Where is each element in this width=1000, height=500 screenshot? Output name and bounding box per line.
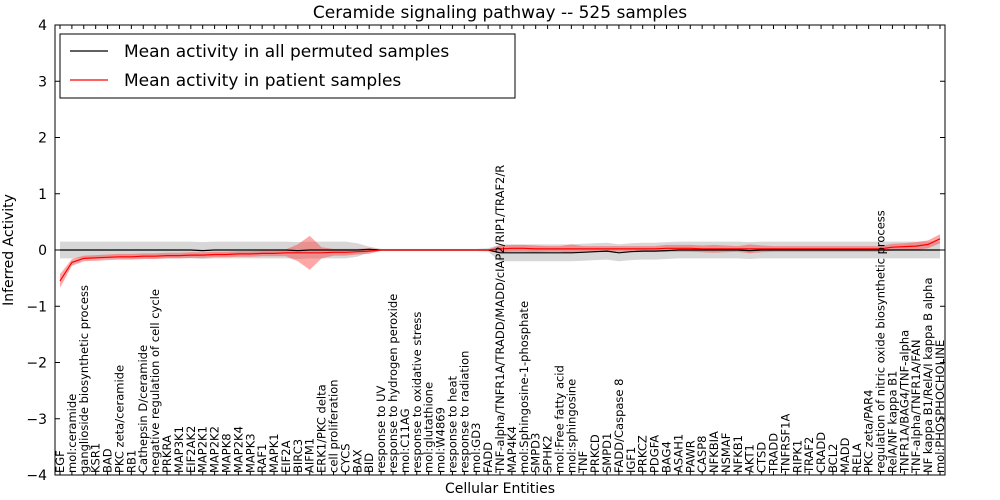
x-tick-label: IGF1 (624, 447, 638, 473)
x-tick-label: Cathepsin D/ceramide (136, 345, 150, 473)
x-tick-label: ganglioside biosynthetic process (77, 285, 91, 473)
x-tick-label: PDGFA (648, 435, 662, 473)
x-tick-label: mol:GD3 (469, 423, 483, 473)
x-tick-label: ERK1/PKC delta (315, 384, 329, 473)
y-tick-label: 2 (38, 131, 47, 147)
plot-area: −4 −3 −2 −1 0 1 2 3 4 EGFmol:ceramideganglioside … (26, 18, 947, 484)
y-tick-label: −2 (26, 356, 47, 372)
x-tick-label: EIF2AK2 (184, 426, 198, 473)
x-tick-label: BAX (350, 449, 364, 473)
x-tick-label: KSR1 (89, 443, 103, 473)
y-tick-label: 4 (38, 18, 47, 34)
x-tick-label: RAF1 (255, 444, 269, 473)
x-tick-label: MAPK8 (220, 433, 234, 473)
x-tick-label: SPHK2 (541, 435, 555, 473)
x-tick-label: RB1 (124, 450, 138, 473)
x-tick-label: TRADD (767, 433, 781, 474)
x-tick-label: cell proliferation (327, 379, 341, 473)
x-tick-label: PKC zeta/ceramide (113, 365, 127, 473)
x-tick-label: BAG4 (660, 441, 674, 473)
y-tick-label: 1 (38, 187, 47, 203)
y-tick-label: 3 (38, 74, 47, 90)
x-tick-label: mol:C11AG (398, 408, 412, 473)
series-line-0 (60, 248, 940, 254)
chart-title: Ceramide signaling pathway -- 525 sample… (313, 3, 687, 23)
x-tick-label: BIRC3 (291, 439, 305, 473)
x-tick-label: CASP8 (695, 436, 709, 473)
x-tick-label: negative regulation of cell cycle (148, 289, 162, 473)
x-tick-label: FADD/Caspase 8 (612, 379, 626, 473)
x-tick-label: BCL2 (826, 444, 840, 473)
series-band-0 (60, 241, 940, 262)
legend-label-permuted: Mean activity in all permuted samples (124, 42, 449, 62)
x-tick-label: AIFM1 (303, 438, 317, 473)
y-axis-label: Inferred Activity (1, 194, 17, 306)
x-tick-label: CTSD (755, 442, 769, 473)
x-tick-label: CYCS (338, 443, 352, 473)
y-tick-label: −3 (26, 412, 47, 428)
series-band-1 (60, 234, 940, 288)
x-tick-label: EGF (53, 450, 67, 473)
x-tick-label: NSMAF (719, 433, 733, 473)
x-tick-label: PAWR (683, 440, 697, 473)
x-axis-label: Cellular Entities (445, 481, 555, 497)
x-tick-label: ASAH1 (671, 434, 685, 473)
x-tick-label: FADD (481, 442, 495, 473)
x-tick-label: SMPD3 (529, 433, 543, 473)
legend-frame (59, 33, 516, 99)
x-tick-label: BAD (101, 448, 115, 473)
x-tick-label: mol:W4869 (434, 407, 448, 473)
x-tick-label: NFKBIA (707, 431, 721, 473)
x-tick-label: RelA/NF kappa B1 (885, 371, 899, 473)
x-tick-label: TNF (576, 451, 590, 474)
x-tick-label: AKT1 (743, 444, 757, 473)
x-tick-label: response to heat (445, 376, 459, 473)
x-tick-label: regulation of nitric oxide biosynthetic … (874, 210, 888, 473)
x-tick-label: PRKRA (160, 435, 174, 473)
x-tick-label: MAP2K4 (231, 426, 245, 473)
x-tick-label: mol:glutathione (422, 382, 436, 473)
x-tick-label: response to hydrogen peroxide (386, 294, 400, 473)
x-tick-label: EIF2A (279, 440, 293, 473)
x-tick-label: BID (362, 453, 376, 473)
x-tick-label: MAP3K1 (172, 426, 186, 473)
x-tick-label: mol:Sphingosine-1-phosphate (517, 301, 531, 473)
x-tick-label: NFKB1 (731, 435, 745, 473)
x-tick-label: mol:PHOSPHOCHOLINE (933, 340, 947, 473)
x-tick-label: RIPK1 (790, 440, 804, 473)
x-tick-label: CRADD (814, 432, 828, 473)
y-tick-label: 0 (38, 243, 47, 259)
x-tick-label: PRKCZ (636, 435, 650, 473)
y-tick-label: −1 (26, 299, 47, 315)
x-tick-label: MAP2K1 (196, 426, 210, 473)
x-tick-label: TRAF2 (802, 437, 816, 474)
x-tick-label: response to radiation (457, 351, 471, 473)
x-tick-label: MADD (838, 437, 852, 473)
x-tick-label: NF kappa B1/RelA/I kappa B alpha (921, 277, 935, 473)
legend: Mean activity in all permuted samples Me… (59, 33, 516, 99)
x-tick-label: mol:sphingosine (564, 379, 578, 473)
x-tick-label: response to oxidative stress (410, 312, 424, 473)
x-tick-label: TNF-alpha/TNFR1A/TRADD/MADD/cIAP2/RIP1/T… (493, 165, 507, 474)
legend-label-patient: Mean activity in patient samples (124, 71, 401, 91)
x-tick-label: MAP4K4 (505, 426, 519, 473)
x-tick-label: response to UV (374, 385, 388, 473)
x-tick-label: mol:ceramide (65, 394, 79, 473)
y-tick-label: −4 (26, 468, 47, 484)
x-tick-label: RELA (850, 443, 864, 473)
x-tick-label: MAPK3 (243, 433, 257, 473)
x-tick-label: mol:Free fatty acid (553, 365, 567, 473)
x-tick-label: MAP2K2 (208, 426, 222, 473)
x-tick-label: MAPK1 (267, 433, 281, 473)
x-tick-label: TNFR1A/BAG4/TNF-alpha (897, 330, 911, 474)
x-tick-label: TNF-alpha/TNFR1A/FAN (909, 340, 923, 474)
x-tick-label: SMPD1 (600, 433, 614, 473)
x-tick-label: TNFRSF1A (778, 414, 792, 474)
x-tick-label: PRKCD (588, 434, 602, 473)
x-tick-label: PKC zeta/PAR4 (862, 390, 876, 473)
series-line-1 (59, 238, 941, 282)
